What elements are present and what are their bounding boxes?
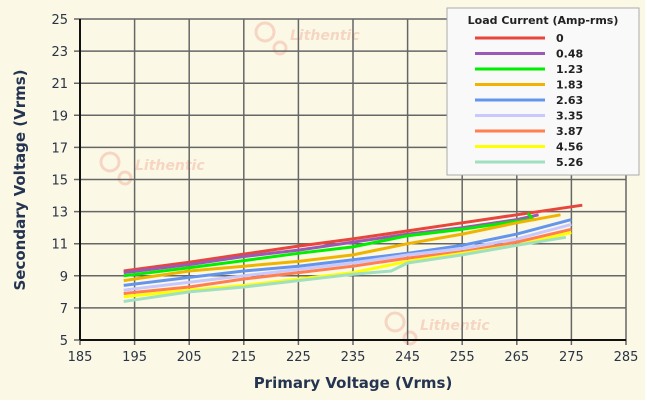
x-tick-label: 265 bbox=[504, 350, 529, 365]
series-lines bbox=[123, 203, 583, 303]
y-tick-label: 13 bbox=[51, 206, 68, 221]
y-tick-label: 25 bbox=[51, 13, 68, 28]
x-tick-label: 245 bbox=[395, 350, 420, 365]
x-tick-label: 235 bbox=[341, 350, 366, 365]
x-tick-label: 185 bbox=[68, 350, 93, 365]
legend-entry: 2.63 bbox=[556, 94, 583, 107]
series-line-1.83 bbox=[123, 213, 561, 283]
y-tick-label: 23 bbox=[51, 45, 68, 60]
watermarks: Lithentic Lithentic Lithentic bbox=[99, 21, 490, 346]
x-tick-label: 195 bbox=[122, 350, 147, 365]
axes: 185 195 205 215 225 235 245 255 265 275 285 5 7 9 11 13… bbox=[51, 13, 638, 365]
y-tick-label: 5 bbox=[60, 334, 68, 349]
legend-entry: 4.56 bbox=[556, 141, 583, 154]
legend-entry: 5.26 bbox=[556, 156, 583, 169]
legend-entry: 3.35 bbox=[556, 110, 583, 123]
legend-entry: 1.83 bbox=[556, 79, 583, 92]
x-tick-label: 215 bbox=[231, 350, 256, 365]
series-line-0 bbox=[123, 203, 583, 273]
series-line-3.87 bbox=[123, 227, 572, 295]
legend-entry: 3.87 bbox=[556, 125, 583, 138]
y-tick-label: 9 bbox=[60, 270, 68, 285]
legend-title: Load Current (Amp-rms) bbox=[468, 14, 619, 27]
y-tick-label: 7 bbox=[60, 302, 68, 317]
series-line-0.48 bbox=[123, 213, 539, 275]
y-axis-title: Secondary Voltage (Vrms) bbox=[11, 69, 29, 290]
series-line-5.26 bbox=[123, 235, 567, 303]
x-tick-label: 225 bbox=[286, 350, 311, 365]
y-tick-label: 11 bbox=[51, 238, 68, 253]
svg-text:Lithentic: Lithentic bbox=[290, 28, 360, 44]
x-tick-label: 205 bbox=[177, 350, 202, 365]
watermark-logo: Lithentic bbox=[99, 151, 205, 186]
x-tick-label: 255 bbox=[450, 350, 475, 365]
legend: Load Current (Amp-rms) 0 0.48 1.23 1.83 2.63… bbox=[446, 7, 640, 176]
svg-text:Lithentic: Lithentic bbox=[420, 318, 490, 334]
watermark-logo: Lithentic bbox=[384, 311, 490, 346]
y-tick-label: 17 bbox=[51, 141, 68, 156]
x-axis-title: Primary Voltage (Vrms) bbox=[254, 374, 453, 392]
x-tick-label: 275 bbox=[559, 350, 584, 365]
legend-entry: 1.23 bbox=[556, 63, 583, 76]
series-line-2.63 bbox=[123, 218, 572, 287]
y-tick-label: 15 bbox=[51, 174, 68, 189]
y-tick-label: 19 bbox=[51, 109, 68, 124]
legend-entry: 0.48 bbox=[556, 48, 583, 61]
x-tick-label: 285 bbox=[614, 350, 639, 365]
svg-text:Lithentic: Lithentic bbox=[135, 158, 205, 174]
y-tick-label: 21 bbox=[51, 77, 68, 92]
series-line-3.35 bbox=[123, 222, 572, 292]
legend-entry: 0 bbox=[556, 32, 564, 45]
watermark-logo: Lithentic bbox=[254, 21, 360, 56]
legend-box bbox=[446, 7, 640, 176]
